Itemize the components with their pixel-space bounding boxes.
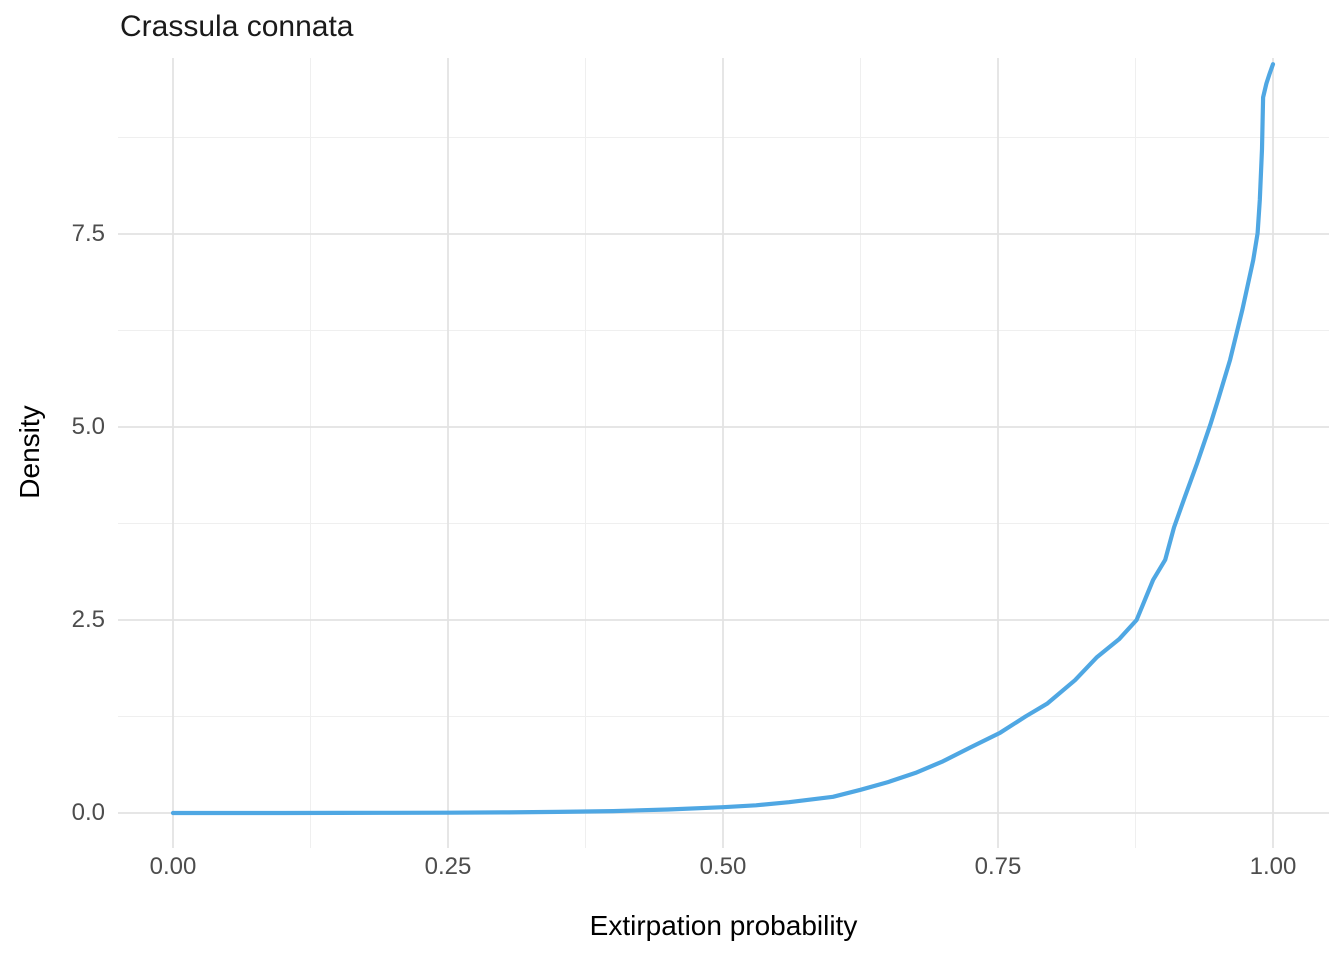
y-tick-label: 5.0 xyxy=(71,413,105,440)
x-tick-label: 0.50 xyxy=(699,853,747,880)
x-tick-label: 0.25 xyxy=(424,853,472,880)
y-tick-label: 0.0 xyxy=(71,799,105,826)
x-tick-label: 0.75 xyxy=(974,853,1022,880)
x-axis-title: Extirpation probability xyxy=(589,910,858,941)
x-tick-label: 1.00 xyxy=(1249,853,1297,880)
plot-panel xyxy=(118,58,1329,848)
y-tick-label: 7.5 xyxy=(71,220,105,247)
x-tick-label: 0.00 xyxy=(149,853,197,880)
density-curve-svg xyxy=(118,58,1329,848)
density-curve xyxy=(170,62,1276,816)
y-tick-label: 2.5 xyxy=(71,606,105,633)
plot-title: Crassula connata xyxy=(120,10,354,43)
